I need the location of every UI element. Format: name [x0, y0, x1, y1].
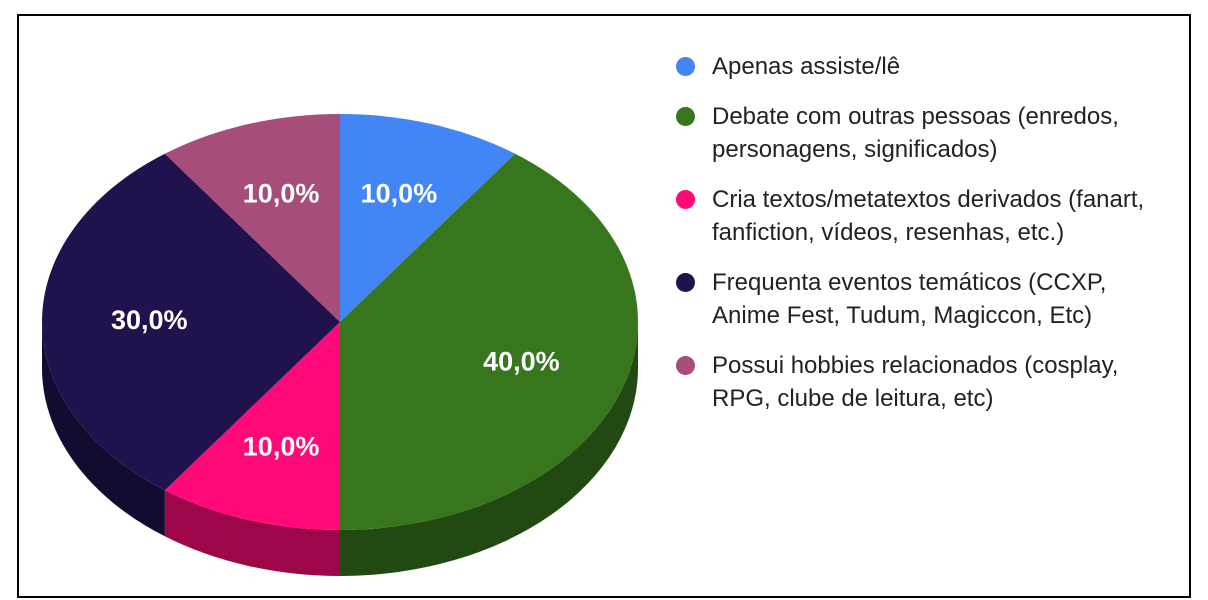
legend-swatch: [676, 57, 695, 76]
legend-item: Apenas assiste/lê: [676, 50, 1176, 83]
legend-swatch: [676, 273, 695, 292]
slice: [41, 153, 340, 491]
value-label: 30,0%: [111, 305, 188, 335]
legend-swatch: [676, 190, 695, 209]
value-label: 10,0%: [243, 432, 320, 462]
legend-label: Possui hobbies relacionados (cosplay, RP…: [712, 352, 1119, 412]
legend-item: Frequenta eventos temáticos (CCXP, Anime…: [676, 266, 1176, 332]
legend-swatch: [676, 107, 695, 126]
slice-side: [41, 322, 165, 537]
legend-label: Frequenta eventos temáticos (CCXP, Anime…: [712, 269, 1107, 329]
slice: [164, 322, 340, 530]
frame: [17, 14, 1191, 598]
legend-swatch: [676, 356, 695, 375]
slice: [164, 114, 340, 322]
legend-label: Debate com outras pessoas (enredos, pers…: [712, 103, 1119, 163]
legend-item: Cria textos/metatextos derivados (fanart…: [676, 183, 1176, 249]
legend-label: Apenas assiste/lê: [712, 53, 901, 80]
slice: [340, 153, 639, 530]
legend: Apenas assiste/lê Debate com outras pesso…: [676, 50, 1176, 432]
legend-item: Debate com outras pessoas (enredos, pers…: [676, 100, 1176, 166]
value-label: 40,0%: [483, 346, 560, 376]
slice-side: [340, 322, 638, 576]
legend-label: Cria textos/metatextos derivados (fanart…: [712, 186, 1145, 246]
slice-side: [164, 490, 340, 576]
value-label: 10,0%: [361, 179, 438, 209]
legend-item: Possui hobbies relacionados (cosplay, RP…: [676, 349, 1176, 415]
slice: [340, 114, 516, 322]
value-label: 10,0%: [243, 179, 320, 209]
